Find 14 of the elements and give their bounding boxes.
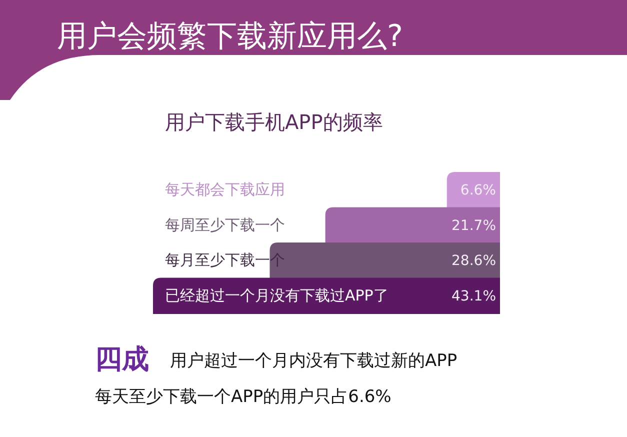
chart-title: 用户会频繁下载新应用么? [57, 19, 403, 54]
text: 用户超过一个月内没有下载过新的APP [170, 351, 458, 371]
data-label: 28.6% [452, 253, 496, 270]
bar [325, 207, 500, 244]
text: 每天至少下载一个APP的用户只占6.6% [95, 387, 392, 407]
data-label: 6.6% [460, 182, 496, 199]
text: 四成 [95, 344, 149, 375]
y-tick-label: 每周至少下载一个 [165, 216, 285, 234]
data-label: 21.7% [452, 218, 496, 234]
data-label: 43.1% [452, 288, 496, 304]
y-tick-label: 已经超过一个月没有下载过APP了 [165, 286, 388, 304]
y-tick-label: 每天都会下载应用 [165, 180, 285, 199]
bar [270, 242, 500, 279]
chart-subtitle: 用户下载手机APP的频率 [165, 110, 383, 134]
